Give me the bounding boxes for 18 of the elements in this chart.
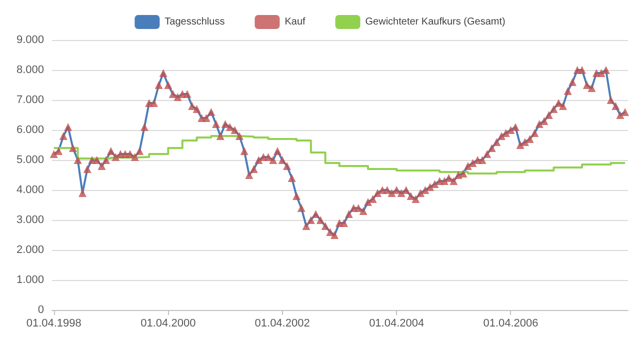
y-tick-label: 5.000: [16, 154, 44, 166]
y-tick-label: 6.000: [16, 124, 44, 136]
y-tick-label: 2.000: [16, 244, 44, 256]
y-tick-label: 1.000: [16, 274, 44, 286]
y-tick-label: 4.000: [16, 184, 44, 196]
x-tick-label: 01.04.2000: [140, 318, 196, 330]
legend-label: Tagesschluss: [164, 16, 225, 28]
y-tick-label: 9.000: [16, 34, 44, 46]
x-tick-label: 01.04.2004: [369, 318, 424, 330]
x-tick-label: 01.04.2002: [254, 318, 310, 330]
x-tick-label: 01.04.2006: [483, 318, 538, 330]
x-tick-label: 01.04.1998: [26, 318, 82, 330]
y-tick-label: 0: [38, 304, 44, 316]
legend-label: Kauf: [284, 16, 306, 28]
y-tick-label: 8.000: [16, 64, 44, 76]
y-tick-label: 7.000: [16, 94, 44, 106]
legend-label: Gewichteter Kaufkurs (Gesamt): [365, 16, 506, 28]
y-tick-label: 3.000: [16, 214, 44, 226]
